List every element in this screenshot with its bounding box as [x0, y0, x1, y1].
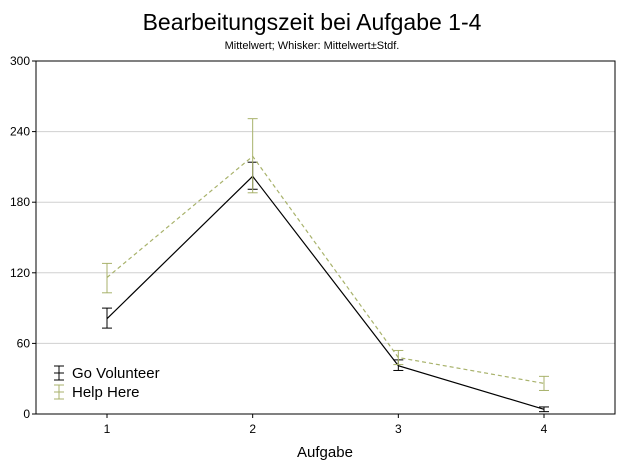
plot-frame — [35, 60, 616, 415]
series-2 — [102, 118, 549, 391]
chart-title: Bearbeitungszeit bei Aufgabe 1-4 — [143, 9, 482, 35]
y-axis: 0 60 120 180 240 300 — [10, 54, 36, 421]
chart-subtitle: Mittelwert; Whisker: Mittelwert±Stdf. — [225, 40, 400, 52]
legend-item: Help Here — [54, 384, 140, 401]
series-line — [106, 155, 545, 384]
grid — [36, 131, 615, 344]
y-tick-label: 180 — [10, 195, 30, 209]
x-axis-label: Aufgabe — [297, 444, 353, 461]
error-bar — [102, 307, 112, 329]
legend-label: Help Here — [72, 384, 140, 401]
error-bar — [539, 406, 549, 413]
error-bar — [102, 262, 112, 294]
error-bar — [393, 349, 404, 366]
x-tick-label: 4 — [541, 422, 548, 436]
error-bar — [247, 118, 258, 194]
y-tick-label: 240 — [10, 125, 30, 139]
series-group — [102, 118, 549, 413]
legend-label: Go Volunteer — [72, 365, 160, 382]
x-tick-label: 1 — [104, 422, 111, 436]
series-1 — [102, 161, 549, 413]
y-tick-label: 60 — [17, 336, 31, 350]
y-tick-label: 300 — [10, 54, 30, 68]
x-axis: 1 2 3 4 — [104, 414, 548, 436]
x-tick-label: 3 — [395, 422, 402, 436]
y-tick-label: 120 — [10, 266, 30, 280]
x-tick-label: 2 — [249, 422, 256, 436]
y-tick-label: 0 — [23, 407, 30, 421]
legend-item: Go Volunteer — [54, 365, 160, 382]
error-bar — [539, 375, 549, 391]
series-line — [106, 175, 545, 410]
legend: Go Volunteer Help Here — [54, 365, 160, 401]
